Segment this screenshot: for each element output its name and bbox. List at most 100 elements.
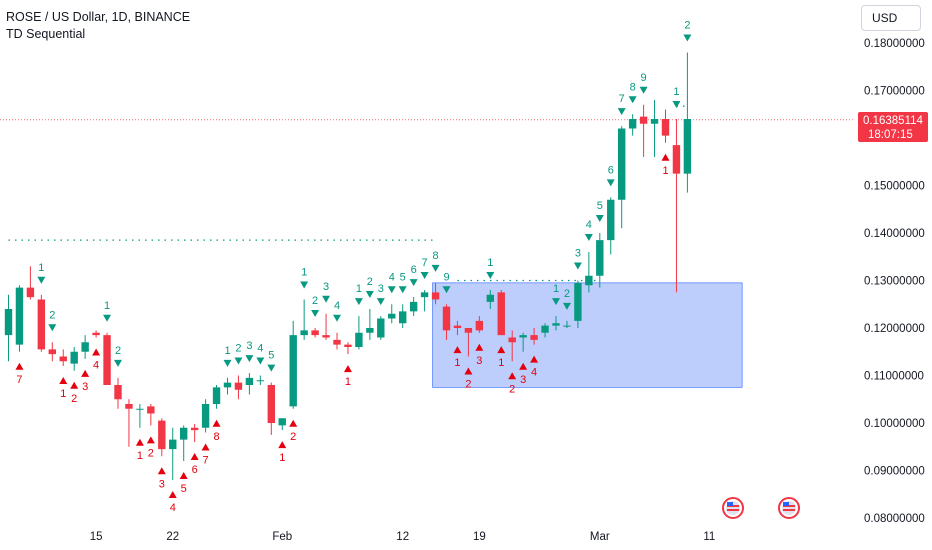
td-setup-count-label: 4	[334, 300, 340, 312]
sell-setup-arrow-icon	[683, 34, 692, 42]
candle[interactable]	[92, 330, 100, 338]
candle[interactable]	[256, 375, 265, 386]
td-setup-count-label: 3	[476, 355, 482, 367]
candle[interactable]	[136, 404, 144, 428]
support-zone[interactable]	[432, 282, 743, 388]
candle-body	[81, 342, 89, 352]
candle[interactable]	[519, 332, 527, 352]
candle[interactable]	[650, 100, 659, 157]
candle[interactable]	[201, 399, 210, 433]
candle[interactable]	[26, 266, 35, 300]
economic-event-flag-icon[interactable]	[722, 497, 744, 519]
candle[interactable]	[344, 342, 352, 355]
candle[interactable]	[125, 399, 133, 447]
candle[interactable]	[563, 320, 571, 328]
td-setup-count-label: 1	[662, 165, 668, 177]
candle[interactable]	[508, 330, 516, 362]
candle[interactable]	[442, 304, 451, 340]
candle[interactable]	[399, 304, 407, 328]
candle[interactable]	[475, 316, 484, 333]
td-setup-count-label: 2	[564, 288, 570, 300]
candle-body	[37, 299, 46, 350]
candle[interactable]	[672, 119, 681, 293]
candle[interactable]	[552, 316, 560, 331]
candle[interactable]	[431, 282, 440, 305]
candle[interactable]	[486, 290, 494, 309]
sell-setup-arrow-icon	[103, 314, 112, 322]
candle-body	[431, 292, 440, 300]
candle[interactable]	[541, 323, 549, 338]
candle[interactable]	[234, 375, 243, 400]
currency-selector-button[interactable]: USD	[861, 5, 921, 31]
candle[interactable]	[683, 52, 692, 193]
candle[interactable]	[70, 347, 78, 371]
candle[interactable]	[81, 335, 89, 359]
candle[interactable]	[147, 404, 155, 426]
candle-body	[289, 335, 297, 407]
td-setup-count-label: 1	[345, 376, 351, 388]
buy-setup-arrow-icon	[146, 436, 155, 444]
candle[interactable]	[311, 328, 319, 338]
candle[interactable]	[169, 427, 177, 480]
candle[interactable]	[453, 320, 462, 336]
candle[interactable]	[366, 309, 374, 340]
candle[interactable]	[48, 342, 56, 362]
td-setup-count-label: 6	[608, 164, 614, 176]
candle[interactable]	[267, 382, 275, 435]
candle[interactable]	[585, 252, 593, 293]
candle-body	[628, 119, 637, 129]
candle[interactable]	[530, 328, 538, 345]
candle[interactable]	[355, 316, 363, 350]
candle[interactable]	[212, 385, 221, 409]
td-setup-count-label: 2	[684, 20, 690, 32]
economic-event-flag-icon[interactable]	[778, 497, 800, 519]
candle[interactable]	[464, 328, 473, 357]
candle[interactable]	[37, 294, 46, 352]
candle[interactable]	[158, 418, 166, 457]
candle-body	[169, 439, 177, 450]
sell-setup-arrow-icon	[354, 298, 363, 306]
sell-setup-arrow-icon	[234, 357, 243, 365]
candle[interactable]	[409, 297, 418, 317]
candle[interactable]	[114, 377, 122, 409]
candle[interactable]	[574, 280, 582, 329]
sell-setup-arrow-icon	[606, 179, 615, 187]
buy-setup-arrow-icon	[453, 346, 462, 354]
candle[interactable]	[377, 316, 385, 340]
candle[interactable]	[103, 332, 111, 385]
candle[interactable]	[497, 290, 505, 336]
indicator-label[interactable]: TD Sequential	[6, 27, 86, 41]
candle[interactable]	[278, 418, 286, 431]
candle[interactable]	[4, 294, 13, 362]
buy-setup-arrow-icon	[508, 372, 517, 380]
candle[interactable]	[388, 304, 396, 324]
td-setup-count-label: 6	[411, 264, 417, 276]
candle[interactable]	[322, 313, 330, 340]
candle[interactable]	[190, 423, 199, 442]
candle[interactable]	[223, 377, 232, 395]
candle[interactable]	[333, 332, 341, 350]
candle-body	[147, 406, 155, 414]
candle[interactable]	[15, 285, 24, 352]
candle[interactable]	[596, 233, 604, 288]
candle-body	[234, 382, 243, 390]
candle-body	[475, 320, 484, 331]
y-axis-tick-label: 0.17000000	[864, 86, 925, 98]
candle-body	[618, 128, 626, 200]
candle-body	[125, 404, 133, 409]
candle[interactable]	[607, 197, 615, 255]
sell-setup-arrow-icon	[48, 324, 57, 332]
candle[interactable]	[300, 299, 308, 340]
candle-body	[661, 119, 670, 136]
candle[interactable]	[639, 104, 648, 157]
candle[interactable]	[289, 320, 297, 409]
candle[interactable]	[628, 114, 637, 136]
candle[interactable]	[618, 126, 626, 229]
candle-body	[311, 330, 319, 336]
candle[interactable]	[59, 349, 67, 366]
candle[interactable]	[661, 109, 670, 143]
candle[interactable]	[245, 373, 254, 395]
candle[interactable]	[420, 290, 429, 312]
candle[interactable]	[180, 425, 188, 461]
